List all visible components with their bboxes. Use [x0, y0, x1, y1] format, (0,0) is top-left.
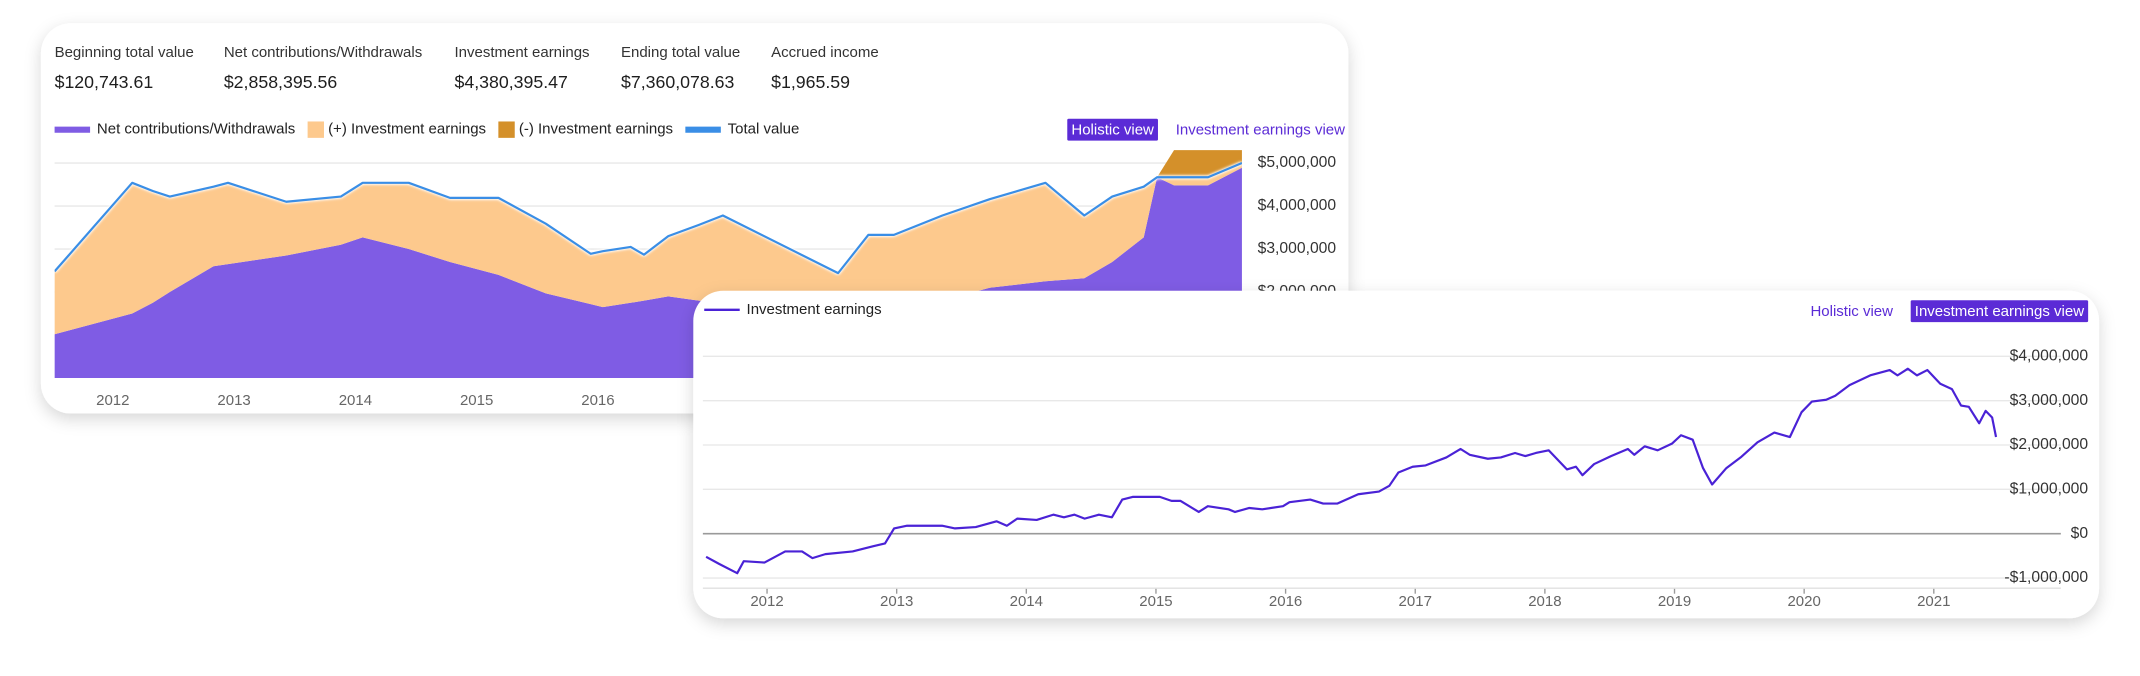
summary-label: Accrued income — [771, 44, 879, 61]
x-tick-label: 2014 — [1010, 593, 1043, 610]
legend-label: Investment earnings — [747, 301, 882, 318]
x-tick-label: 2020 — [1787, 593, 1820, 610]
card-bg — [693, 290, 2100, 619]
y-tick-label: -$1,000,000 — [2004, 569, 2088, 586]
view-button-bg — [1067, 118, 1158, 141]
x-tick-label: 2016 — [581, 392, 614, 409]
summary-label: Beginning total value — [55, 44, 194, 61]
summary-value: $120,743.61 — [55, 72, 154, 92]
x-tick-label: 2012 — [750, 593, 783, 610]
x-tick-label: 2021 — [1917, 593, 1950, 610]
summary-label: Investment earnings — [454, 44, 589, 61]
summary-value: $4,380,395.47 — [454, 72, 567, 92]
card: -$1,000,000 $0 $1,000,000 $2,000,000 $3,000,… — [693, 290, 2100, 619]
view-button[interactable]: Holistic view — [1071, 121, 1154, 138]
y-tick-label: $5,000,000 — [1258, 154, 1337, 171]
legend-swatch — [307, 121, 324, 138]
x-tick-label: 2015 — [460, 392, 493, 409]
y-tick-label: $4,000,000 — [2010, 347, 2089, 364]
summary-value: $1,965.59 — [771, 72, 850, 92]
summary-value: $7,360,078.63 — [621, 72, 735, 92]
legend-label: Total value — [728, 121, 800, 138]
view-button[interactable]: Investment earnings view — [1176, 121, 1345, 138]
y-tick-label: $3,000,000 — [2010, 392, 2089, 409]
x-tick-label: 2013 — [880, 593, 913, 610]
x-tick-label: 2016 — [1269, 593, 1302, 610]
line — [705, 367, 1998, 575]
legend-label: (-) Investment earnings — [519, 121, 673, 138]
y-tick-label: $1,000,000 — [2010, 480, 2089, 497]
x-tick-label: 2012 — [96, 392, 129, 409]
view-button-bg — [1910, 300, 2089, 323]
x-tick-label: 2019 — [1658, 593, 1691, 610]
x-tick-label: 2015 — [1139, 593, 1172, 610]
legend-swatch — [498, 121, 515, 138]
x-tick-label: 2014 — [339, 392, 372, 409]
x-tick-label: 2018 — [1528, 593, 1561, 610]
summary-value: $2,858,395.56 — [224, 72, 338, 92]
y-tick-label: $2,000,000 — [2010, 436, 2089, 453]
summary-label: Ending total value — [621, 44, 740, 61]
y-tick-label: $0 — [2071, 525, 2089, 542]
x-tick-label: 2017 — [1399, 593, 1432, 610]
line — [54, 162, 1242, 275]
y-tick-label: $3,000,000 — [1258, 240, 1337, 257]
legend-label: Net contributions/Withdrawals — [97, 121, 295, 138]
y-tick-label: $4,000,000 — [1258, 197, 1337, 214]
summary-label: Net contributions/Withdrawals — [224, 44, 422, 61]
view-button[interactable]: Holistic view — [1810, 303, 1893, 320]
x-tick-label: 2013 — [217, 392, 250, 409]
plot — [705, 367, 1998, 575]
view-button[interactable]: Investment earnings view — [1915, 303, 2084, 320]
legend-label: (+) Investment earnings — [328, 121, 486, 138]
